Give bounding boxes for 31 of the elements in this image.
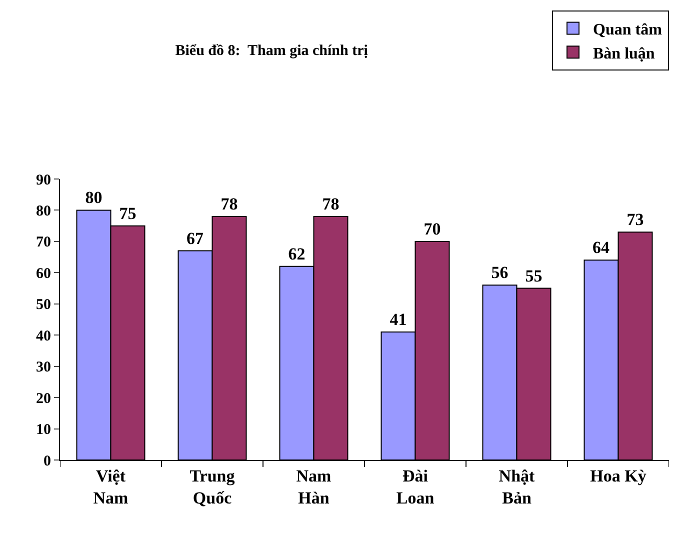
data-label: 80 [85,188,102,208]
data-label: 70 [424,219,441,238]
legend-label: Quan tâm [593,22,663,39]
x-tick-label: Trung Quốc [190,466,236,508]
y-tick-label: 20 [36,390,51,407]
x-tick-label: Nam Hàn [296,466,332,508]
y-tick-label: 80 [36,203,51,220]
y-tick-label: 60 [36,266,51,282]
data-label: 55 [525,266,542,286]
y-tick-label: 30 [36,360,51,376]
y-tick-label: 70 [36,234,51,251]
x-tick-label: Việt Nam [93,466,128,508]
x-tick-label: Đài Loan [396,466,435,508]
data-label: 78 [220,194,238,214]
data-label: 64 [592,238,610,258]
data-label: 75 [119,204,136,223]
legend-label: Bàn luận [593,45,655,62]
data-label: 56 [491,263,508,282]
y-tick-label: 40 [36,328,51,344]
y-tick-label: 10 [36,422,51,438]
data-label: 78 [322,194,340,214]
y-tick-label: 0 [44,453,51,470]
x-tick-label: Hoa Kỳ [590,466,647,486]
y-tick-label: 90 [36,172,51,188]
data-label: 73 [626,210,644,230]
data-label: 67 [186,228,204,248]
y-tick-label: 50 [36,297,51,314]
data-label: 41 [390,310,407,329]
data-label: 62 [288,244,306,264]
chart-title: Biểu đồ 8: Tham gia chính trị [175,43,368,60]
x-tick-label: Nhật Bản [498,466,536,508]
